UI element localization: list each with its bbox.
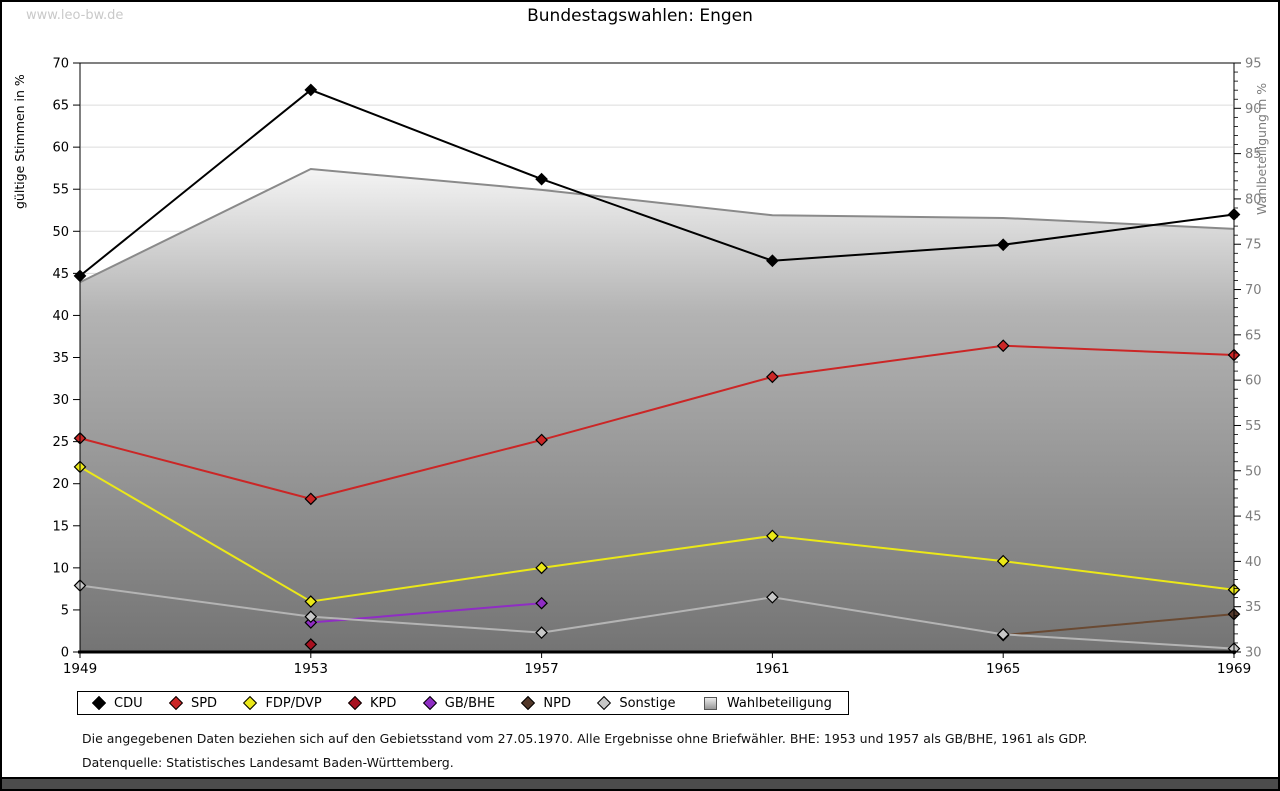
x-tick-label: 1957 bbox=[524, 661, 558, 677]
left-tick-label: 0 bbox=[61, 646, 69, 661]
left-tick-label: 70 bbox=[52, 57, 69, 72]
right-tick-label: 70 bbox=[1245, 283, 1262, 298]
right-tick-label: 75 bbox=[1245, 238, 1262, 253]
spd-marker-icon bbox=[168, 695, 184, 711]
chart-plot: 0 5 10 15 20 25 30 35 40 45 50 55 60 65 70 30 35 40 45 50 55… bbox=[52, 57, 1262, 678]
legend-label-spd: SPD bbox=[190, 695, 218, 711]
data-point-spd-1965 bbox=[996, 339, 1010, 353]
legend-label-wahlbeteiligung: Wahlbeteiligung bbox=[726, 695, 832, 711]
data-point-spd-1953 bbox=[304, 492, 318, 506]
data-point-cdu-1965 bbox=[996, 238, 1010, 252]
data-point-fdp-dvp-1961 bbox=[766, 529, 779, 543]
left-tick-label: 30 bbox=[52, 393, 69, 408]
x-tick-label: 1965 bbox=[986, 661, 1020, 677]
legend-item-npd: NPD bbox=[521, 695, 571, 711]
left-tick-label: 20 bbox=[52, 477, 69, 492]
left-axis-title: gültige Stimmen in % bbox=[12, 74, 27, 209]
bottom-bar bbox=[2, 777, 1278, 789]
series-line-npd bbox=[1003, 613, 1235, 637]
wahlbeteiligung-marker-icon bbox=[703, 696, 717, 710]
legend-item-spd: SPD bbox=[168, 695, 218, 711]
data-point-sonstige-1961 bbox=[766, 590, 779, 604]
x-tick-label: 1949 bbox=[63, 661, 97, 677]
legend-label-kpd: KPD bbox=[370, 695, 397, 711]
turnout-line bbox=[79, 167, 1235, 284]
legend-label-cdu: CDU bbox=[114, 695, 143, 711]
data-point-cdu-1953 bbox=[304, 83, 318, 97]
series-line-spd bbox=[79, 344, 1235, 500]
left-tick-label: 40 bbox=[52, 309, 69, 324]
x-tick-label: 1969 bbox=[1217, 661, 1251, 677]
left-tick-label: 55 bbox=[52, 183, 69, 198]
data-point-kpd-1953 bbox=[304, 638, 318, 651]
right-tick-label: 50 bbox=[1245, 464, 1262, 479]
left-tick-label: 60 bbox=[52, 141, 69, 156]
left-tick-label: 50 bbox=[52, 225, 69, 240]
legend-item-kpd: KPD bbox=[347, 695, 397, 711]
right-tick-label: 40 bbox=[1245, 555, 1262, 570]
fdp-dvp-marker-icon bbox=[243, 695, 258, 711]
data-point-spd-1957 bbox=[535, 433, 548, 447]
right-tick-label: 80 bbox=[1245, 192, 1262, 207]
data-point-gb-bhe-1957 bbox=[535, 596, 548, 610]
legend-item-sonstige: Sonstige bbox=[597, 695, 676, 711]
left-tick-label: 65 bbox=[52, 99, 69, 114]
series-line-fdp-dvp bbox=[79, 466, 1235, 603]
turnout-area bbox=[80, 169, 1234, 652]
legend-item-cdu: CDU bbox=[91, 695, 143, 711]
right-tick-label: 90 bbox=[1245, 102, 1262, 117]
right-axis-title: Wahlbeteiligung in % bbox=[1254, 82, 1269, 215]
legend: CDU SPD FDP/DVP KPD GB/BHE NPD Sonstige Wahlbet… bbox=[77, 691, 849, 715]
legend-item-fdp-dvp: FDP/DVP bbox=[243, 695, 322, 711]
right-tick-label: 35 bbox=[1245, 600, 1262, 615]
data-point-spd-1961 bbox=[766, 370, 779, 384]
right-tick-label: 65 bbox=[1245, 328, 1262, 343]
npd-marker-icon bbox=[521, 695, 536, 711]
data-point-fdp-dvp-1965 bbox=[996, 554, 1010, 568]
left-tick-label: 5 bbox=[61, 603, 69, 618]
left-tick-label: 25 bbox=[52, 435, 69, 450]
watermark: www.leo-bw.de bbox=[26, 8, 124, 23]
page-title: Bundestagswahlen: Engen bbox=[527, 6, 753, 26]
legend-item-wahlbeteiligung: Wahlbeteiligung bbox=[703, 695, 832, 711]
data-point-cdu-1961 bbox=[766, 254, 779, 268]
left-tick-label: 45 bbox=[52, 267, 69, 282]
legend-item-gb-bhe: GB/BHE bbox=[422, 695, 496, 711]
kpd-marker-icon bbox=[347, 695, 363, 711]
data-point-fdp-dvp-1957 bbox=[535, 561, 548, 575]
data-point-fdp-dvp-1953 bbox=[304, 595, 318, 608]
source-note: Datenquelle: Statistisches Landesamt Bad… bbox=[82, 755, 454, 770]
x-tick-label: 1953 bbox=[294, 661, 328, 677]
sonstige-marker-icon bbox=[597, 695, 612, 711]
left-tick-label: 35 bbox=[52, 351, 69, 366]
right-tick-label: 60 bbox=[1245, 374, 1262, 389]
legend-label-fdp-dvp: FDP/DVP bbox=[265, 695, 322, 711]
legend-label-gb-bhe: GB/BHE bbox=[444, 695, 496, 711]
series-line-cdu bbox=[79, 88, 1235, 277]
cdu-marker-icon bbox=[91, 695, 107, 711]
x-tick-label: 1961 bbox=[755, 661, 789, 677]
right-tick-label: 30 bbox=[1245, 646, 1262, 661]
left-tick-label: 15 bbox=[52, 519, 69, 534]
data-point-cdu-1957 bbox=[535, 172, 548, 186]
right-tick-label: 85 bbox=[1245, 147, 1262, 162]
gb-bhe-marker-icon bbox=[422, 695, 437, 711]
right-tick-label: 45 bbox=[1245, 510, 1262, 525]
series-line-sonstige bbox=[79, 584, 1235, 650]
data-point-sonstige-1957 bbox=[535, 626, 548, 639]
left-tick-label: 10 bbox=[52, 561, 69, 576]
data-point-sonstige-1965 bbox=[996, 627, 1010, 641]
footnote: Die angegebenen Daten beziehen sich auf … bbox=[82, 731, 1088, 746]
legend-label-npd: NPD bbox=[543, 695, 571, 711]
legend-label-sonstige: Sonstige bbox=[619, 695, 676, 711]
right-tick-label: 95 bbox=[1245, 57, 1262, 72]
data-point-sonstige-1953 bbox=[304, 610, 318, 624]
right-tick-label: 55 bbox=[1245, 419, 1262, 434]
